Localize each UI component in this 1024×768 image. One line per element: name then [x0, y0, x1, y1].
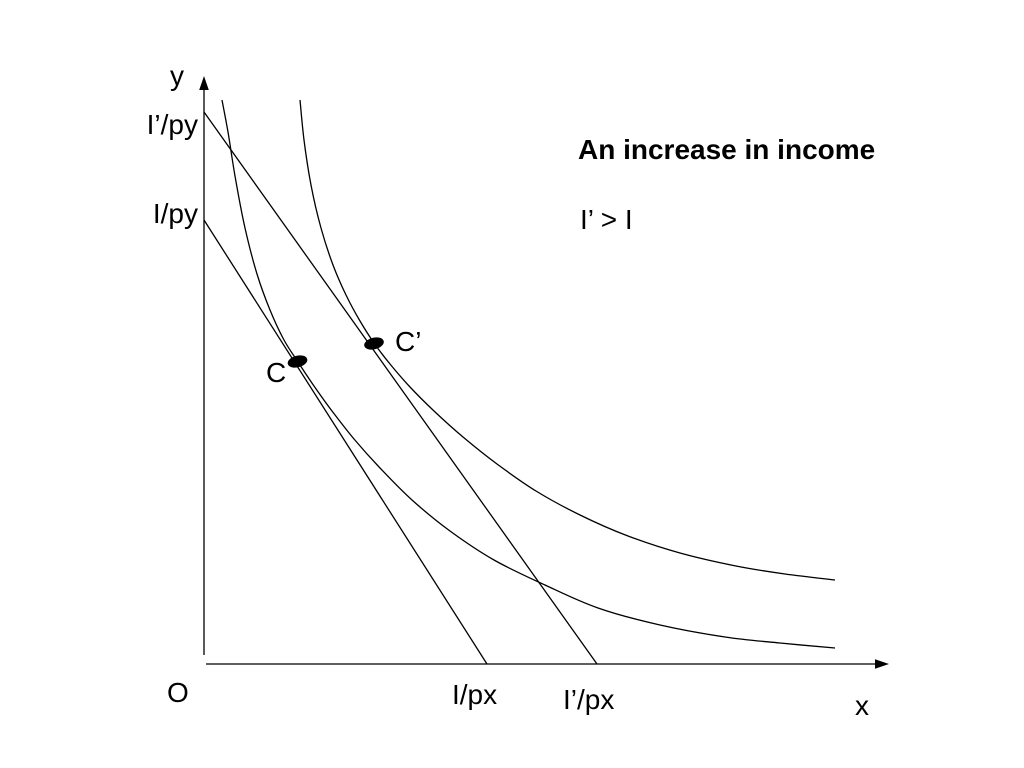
point-C — [287, 355, 308, 368]
y-axis-label: y — [170, 60, 184, 91]
x-intercept-old-income-label: I/px — [452, 679, 498, 710]
budget-line-I-prime — [203, 111, 598, 665]
income-comparison-note: I’ > I — [580, 204, 633, 235]
x-intercept-new-income-label: I’/px — [563, 684, 615, 715]
y-axis-arrowhead-icon — [199, 76, 209, 90]
x-axis-label: x — [855, 690, 869, 721]
budget-line-I — [203, 219, 488, 665]
tangency-point-c-prime-label: C’ — [395, 326, 422, 357]
x-axis-arrowhead-icon — [875, 659, 889, 669]
y-intercept-old-income-label: I/py — [152, 198, 198, 229]
slide-title: An increase in income — [578, 134, 876, 165]
origin-label: O — [167, 677, 189, 708]
y-intercept-new-income-label: I’/py — [146, 109, 198, 140]
indifference-curve-U1 — [221, 99, 836, 649]
indifference-curve-U2 — [299, 99, 836, 581]
tangency-point-c-label: C — [266, 357, 287, 388]
point-C-prime — [364, 337, 384, 350]
